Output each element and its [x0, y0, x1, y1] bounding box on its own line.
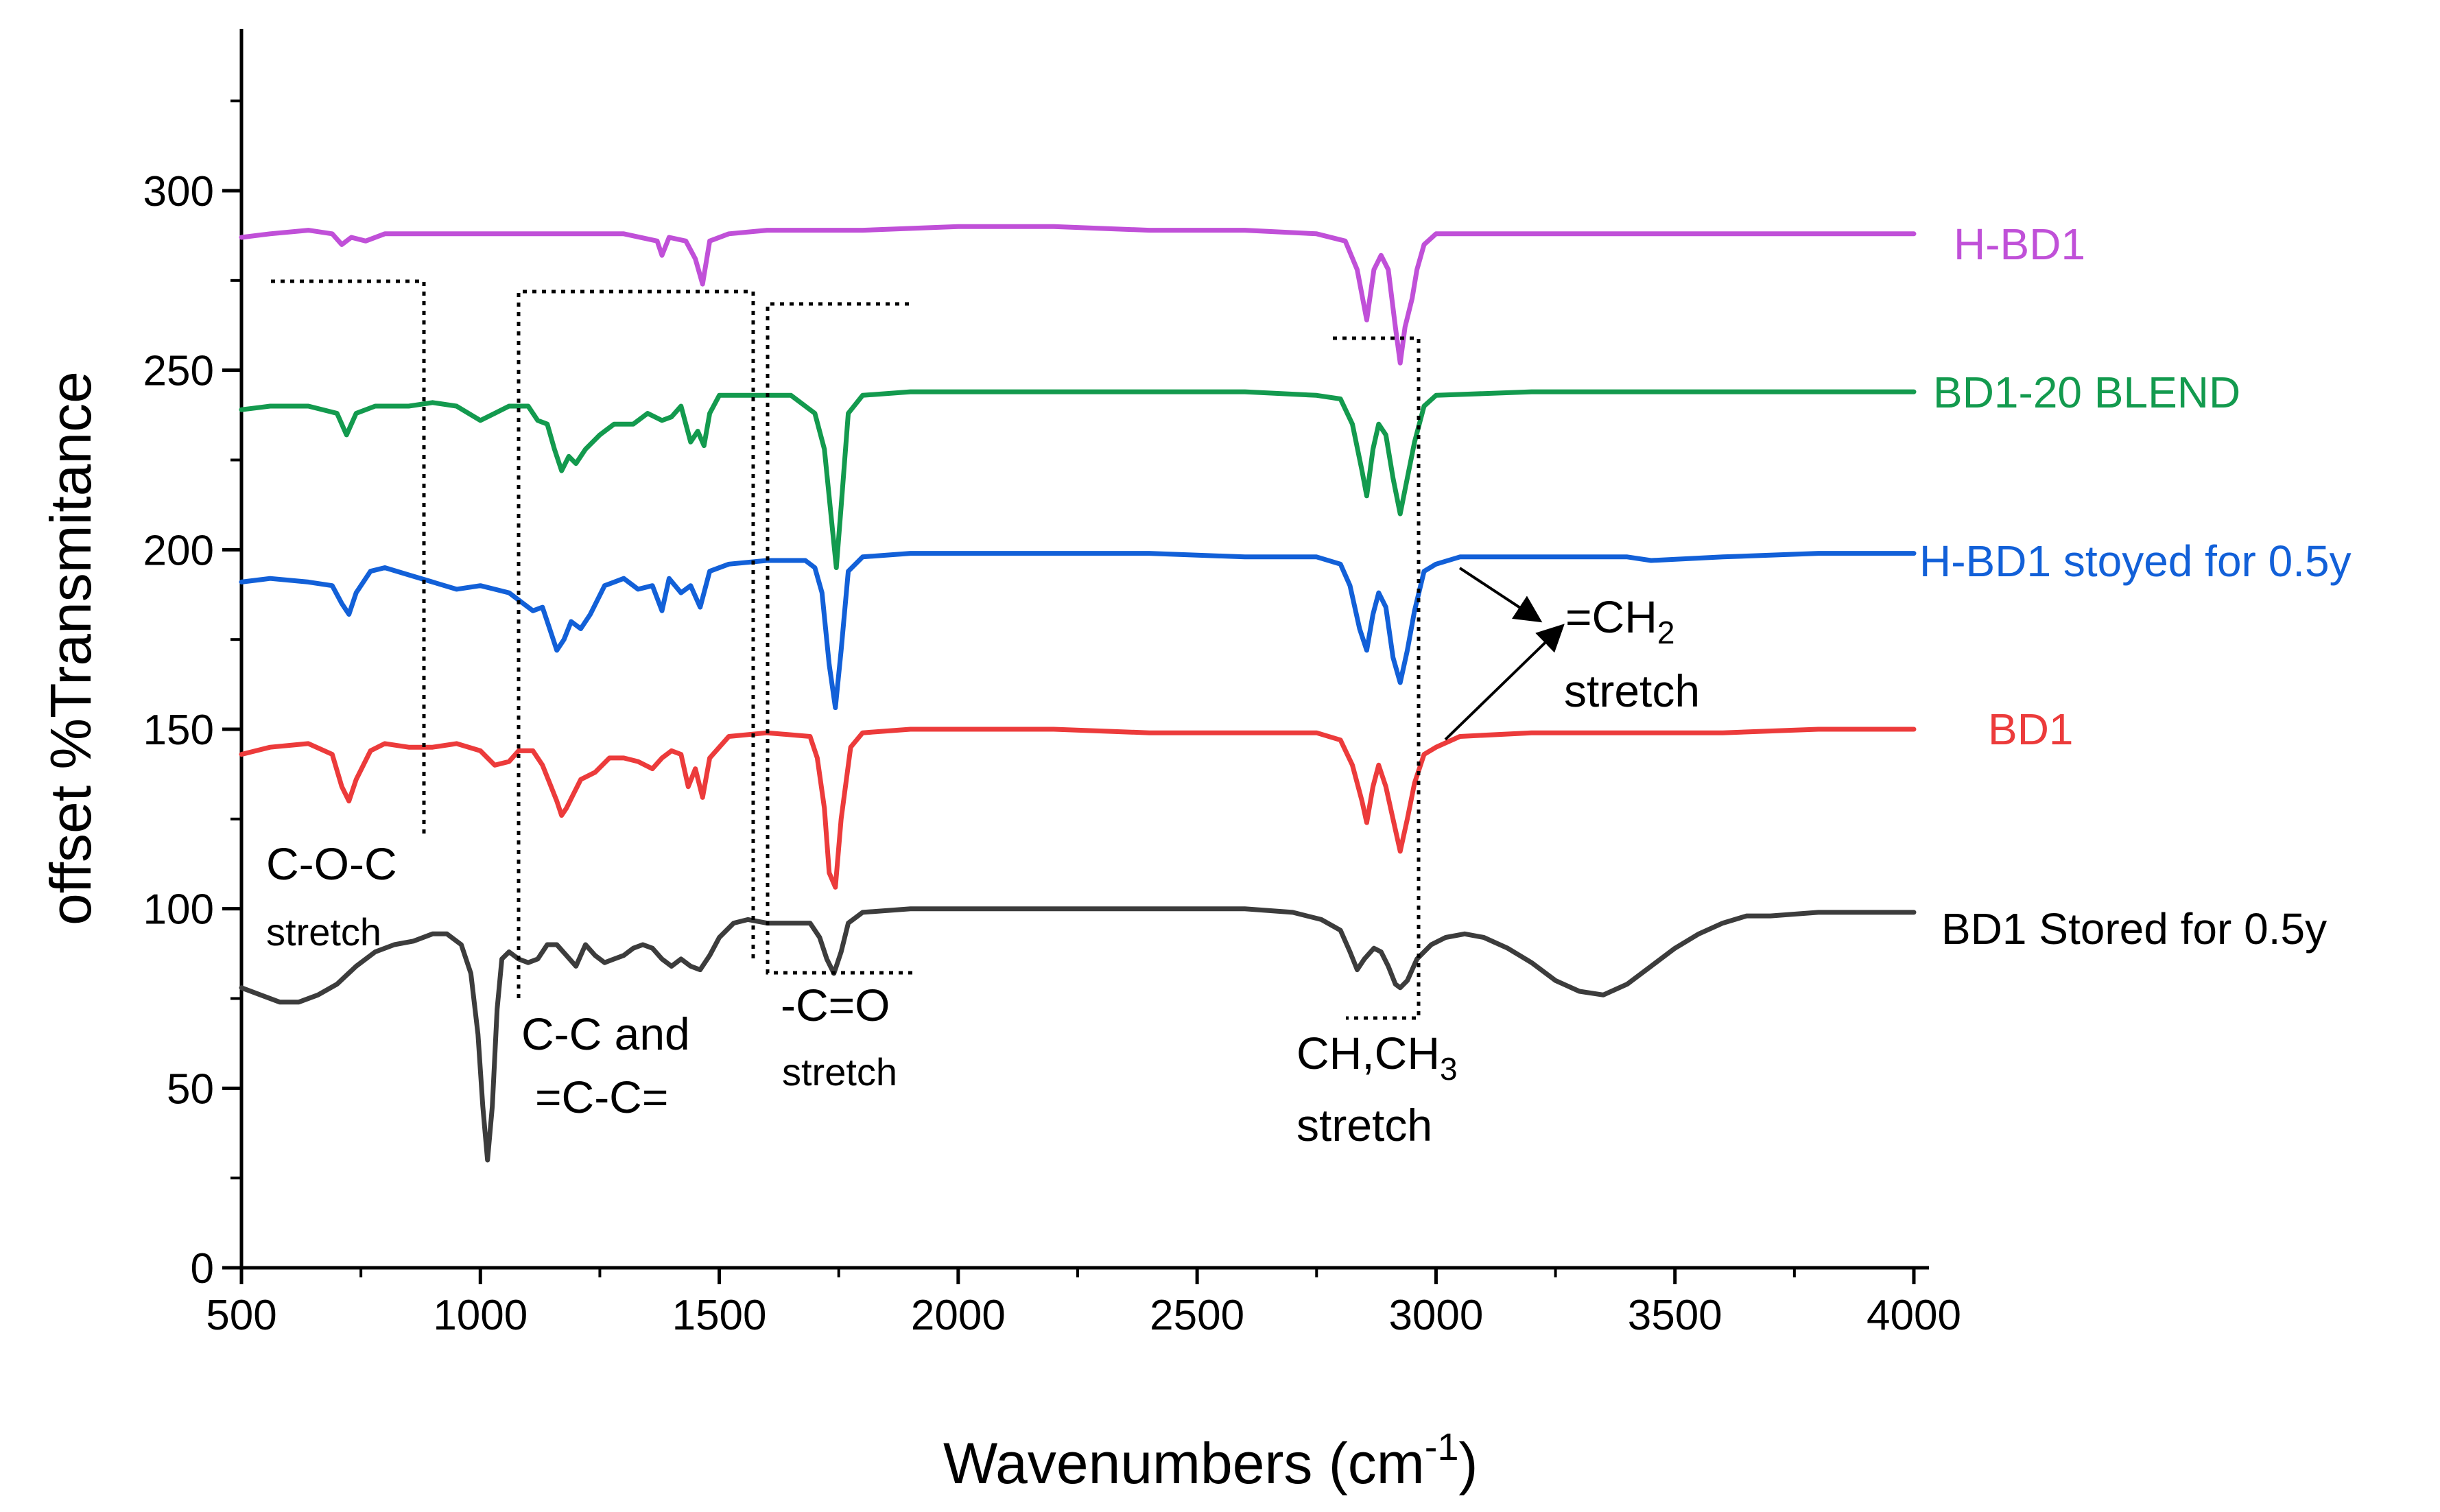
series-label-h-bd1: H-BD1 — [1954, 220, 2085, 269]
y-tick-label: 150 — [143, 707, 214, 754]
chch3-label-line2: stretch — [1296, 1100, 1432, 1150]
coc-label-line2: stretch — [266, 910, 381, 954]
y-ticks: 0 50 100 150 200 250 300 — [143, 99, 241, 1292]
chch3-text: CH,CH — [1296, 1028, 1440, 1078]
chch3-bracket — [1333, 336, 1421, 1020]
x-tick-label: 3000 — [1388, 1292, 1483, 1339]
chch3-label-line1: CH,CH3 — [1296, 1028, 1458, 1087]
series-label-h-bd1-stoyed: H-BD1 stoyed for 0.5y — [1919, 536, 2352, 586]
series-group — [239, 224, 1917, 1163]
x-tick-label: 2000 — [911, 1292, 1006, 1339]
co-bracket — [766, 302, 912, 975]
ch2-subscript: 2 — [1657, 615, 1675, 650]
x-tick-label: 1000 — [433, 1292, 528, 1339]
y-tick-label: 250 — [143, 348, 214, 395]
x-tick-label: 2500 — [1150, 1292, 1244, 1339]
x-axis-title: Wavenumbers (cm-1) — [943, 1425, 1478, 1496]
y-tick-label: 300 — [143, 168, 214, 215]
y-tick-label: 50 — [167, 1065, 214, 1113]
series-line-bd1-stored-for-0-5y — [239, 906, 1917, 1163]
x-axis-title-close: ) — [1459, 1431, 1478, 1496]
ch2-arrow-lower — [1444, 624, 1565, 741]
x-axis-title-text: Wavenumbers (cm — [943, 1431, 1425, 1496]
co-label-line1: -C=O — [781, 980, 890, 1030]
x-tick-label: 1500 — [672, 1292, 767, 1339]
y-axis-title: offset %Transmitance — [38, 371, 103, 925]
series-label-bd1-stored: BD1 Stored for 0.5y — [1941, 904, 2327, 954]
x-axis-title-sup: -1 — [1425, 1425, 1459, 1468]
coc-label-line1: C-O-C — [266, 838, 397, 889]
ch2-arrow-upper — [1458, 567, 1543, 623]
annotation-brackets — [271, 279, 1421, 1020]
ch2-label-line1: =CH2 — [1565, 591, 1674, 650]
coc-bracket — [271, 279, 426, 834]
y-tick-label: 0 — [191, 1245, 214, 1292]
series-label-bd1-20-blend: BD1-20 BLEND — [1933, 368, 2240, 417]
x-tick-label: 500 — [206, 1292, 276, 1339]
series-line-h-bd1 — [239, 224, 1917, 366]
cc-label-line2: =C-C= — [535, 1072, 668, 1122]
cc-label-line1: C-C and — [521, 1008, 690, 1059]
y-tick-label: 200 — [143, 527, 214, 574]
x-tick-label: 3500 — [1628, 1292, 1722, 1339]
ch2-text: =CH — [1565, 591, 1657, 642]
ch2-label-line2: stretch — [1564, 665, 1700, 716]
series-line-bd1-20-blend — [239, 389, 1917, 570]
co-label-line2: stretch — [782, 1050, 897, 1094]
y-tick-label: 100 — [143, 886, 214, 934]
series-label-bd1: BD1 — [1988, 705, 2074, 754]
series-line-bd1 — [239, 727, 1917, 890]
series-line-h-bd1-stoyed-for-0-5y — [239, 551, 1917, 711]
x-ticks: 500 1000 1500 2000 2500 3000 3500 4000 — [206, 1268, 1961, 1339]
x-tick-label: 4000 — [1867, 1292, 1961, 1339]
chch3-subscript: 3 — [1440, 1051, 1458, 1087]
